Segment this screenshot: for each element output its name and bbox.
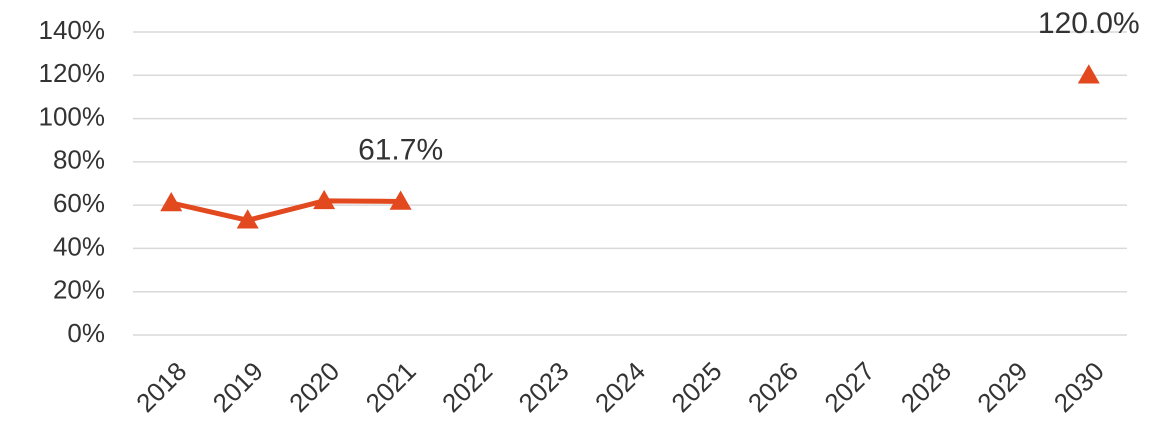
y-tick-label: 40%	[53, 231, 105, 261]
x-tick-label: 2021	[360, 356, 422, 418]
y-tick-label: 140%	[39, 15, 106, 45]
y-tick-label: 20%	[53, 275, 105, 305]
y-tick-label: 0%	[67, 318, 105, 348]
x-tick-label: 2025	[665, 356, 727, 418]
y-tick-label: 60%	[53, 188, 105, 218]
x-tick-label: 2023	[513, 356, 575, 418]
marker	[389, 190, 412, 210]
x-tick-label: 2027	[818, 356, 880, 418]
x-tick-label: 2018	[130, 356, 192, 418]
x-tick-label: 2026	[742, 356, 804, 418]
marker	[1077, 64, 1100, 84]
marker	[236, 209, 259, 229]
x-tick-label: 2024	[589, 356, 651, 418]
series-line	[171, 75, 1089, 220]
y-tick-label: 100%	[39, 101, 106, 131]
y-tick-label: 80%	[53, 145, 105, 175]
x-tick-label: 2022	[436, 356, 498, 418]
x-tick-label: 2029	[971, 356, 1033, 418]
y-tick-label: 120%	[39, 58, 106, 88]
x-tick-label: 2030	[1048, 356, 1110, 418]
marker	[160, 191, 183, 212]
data-label: 120.0%	[1038, 7, 1140, 40]
data-label: 61.7%	[358, 133, 443, 166]
x-tick-label: 2019	[207, 356, 269, 418]
x-tick-label: 2028	[895, 356, 957, 418]
marker	[313, 189, 336, 210]
x-tick-label: 2020	[283, 356, 345, 418]
